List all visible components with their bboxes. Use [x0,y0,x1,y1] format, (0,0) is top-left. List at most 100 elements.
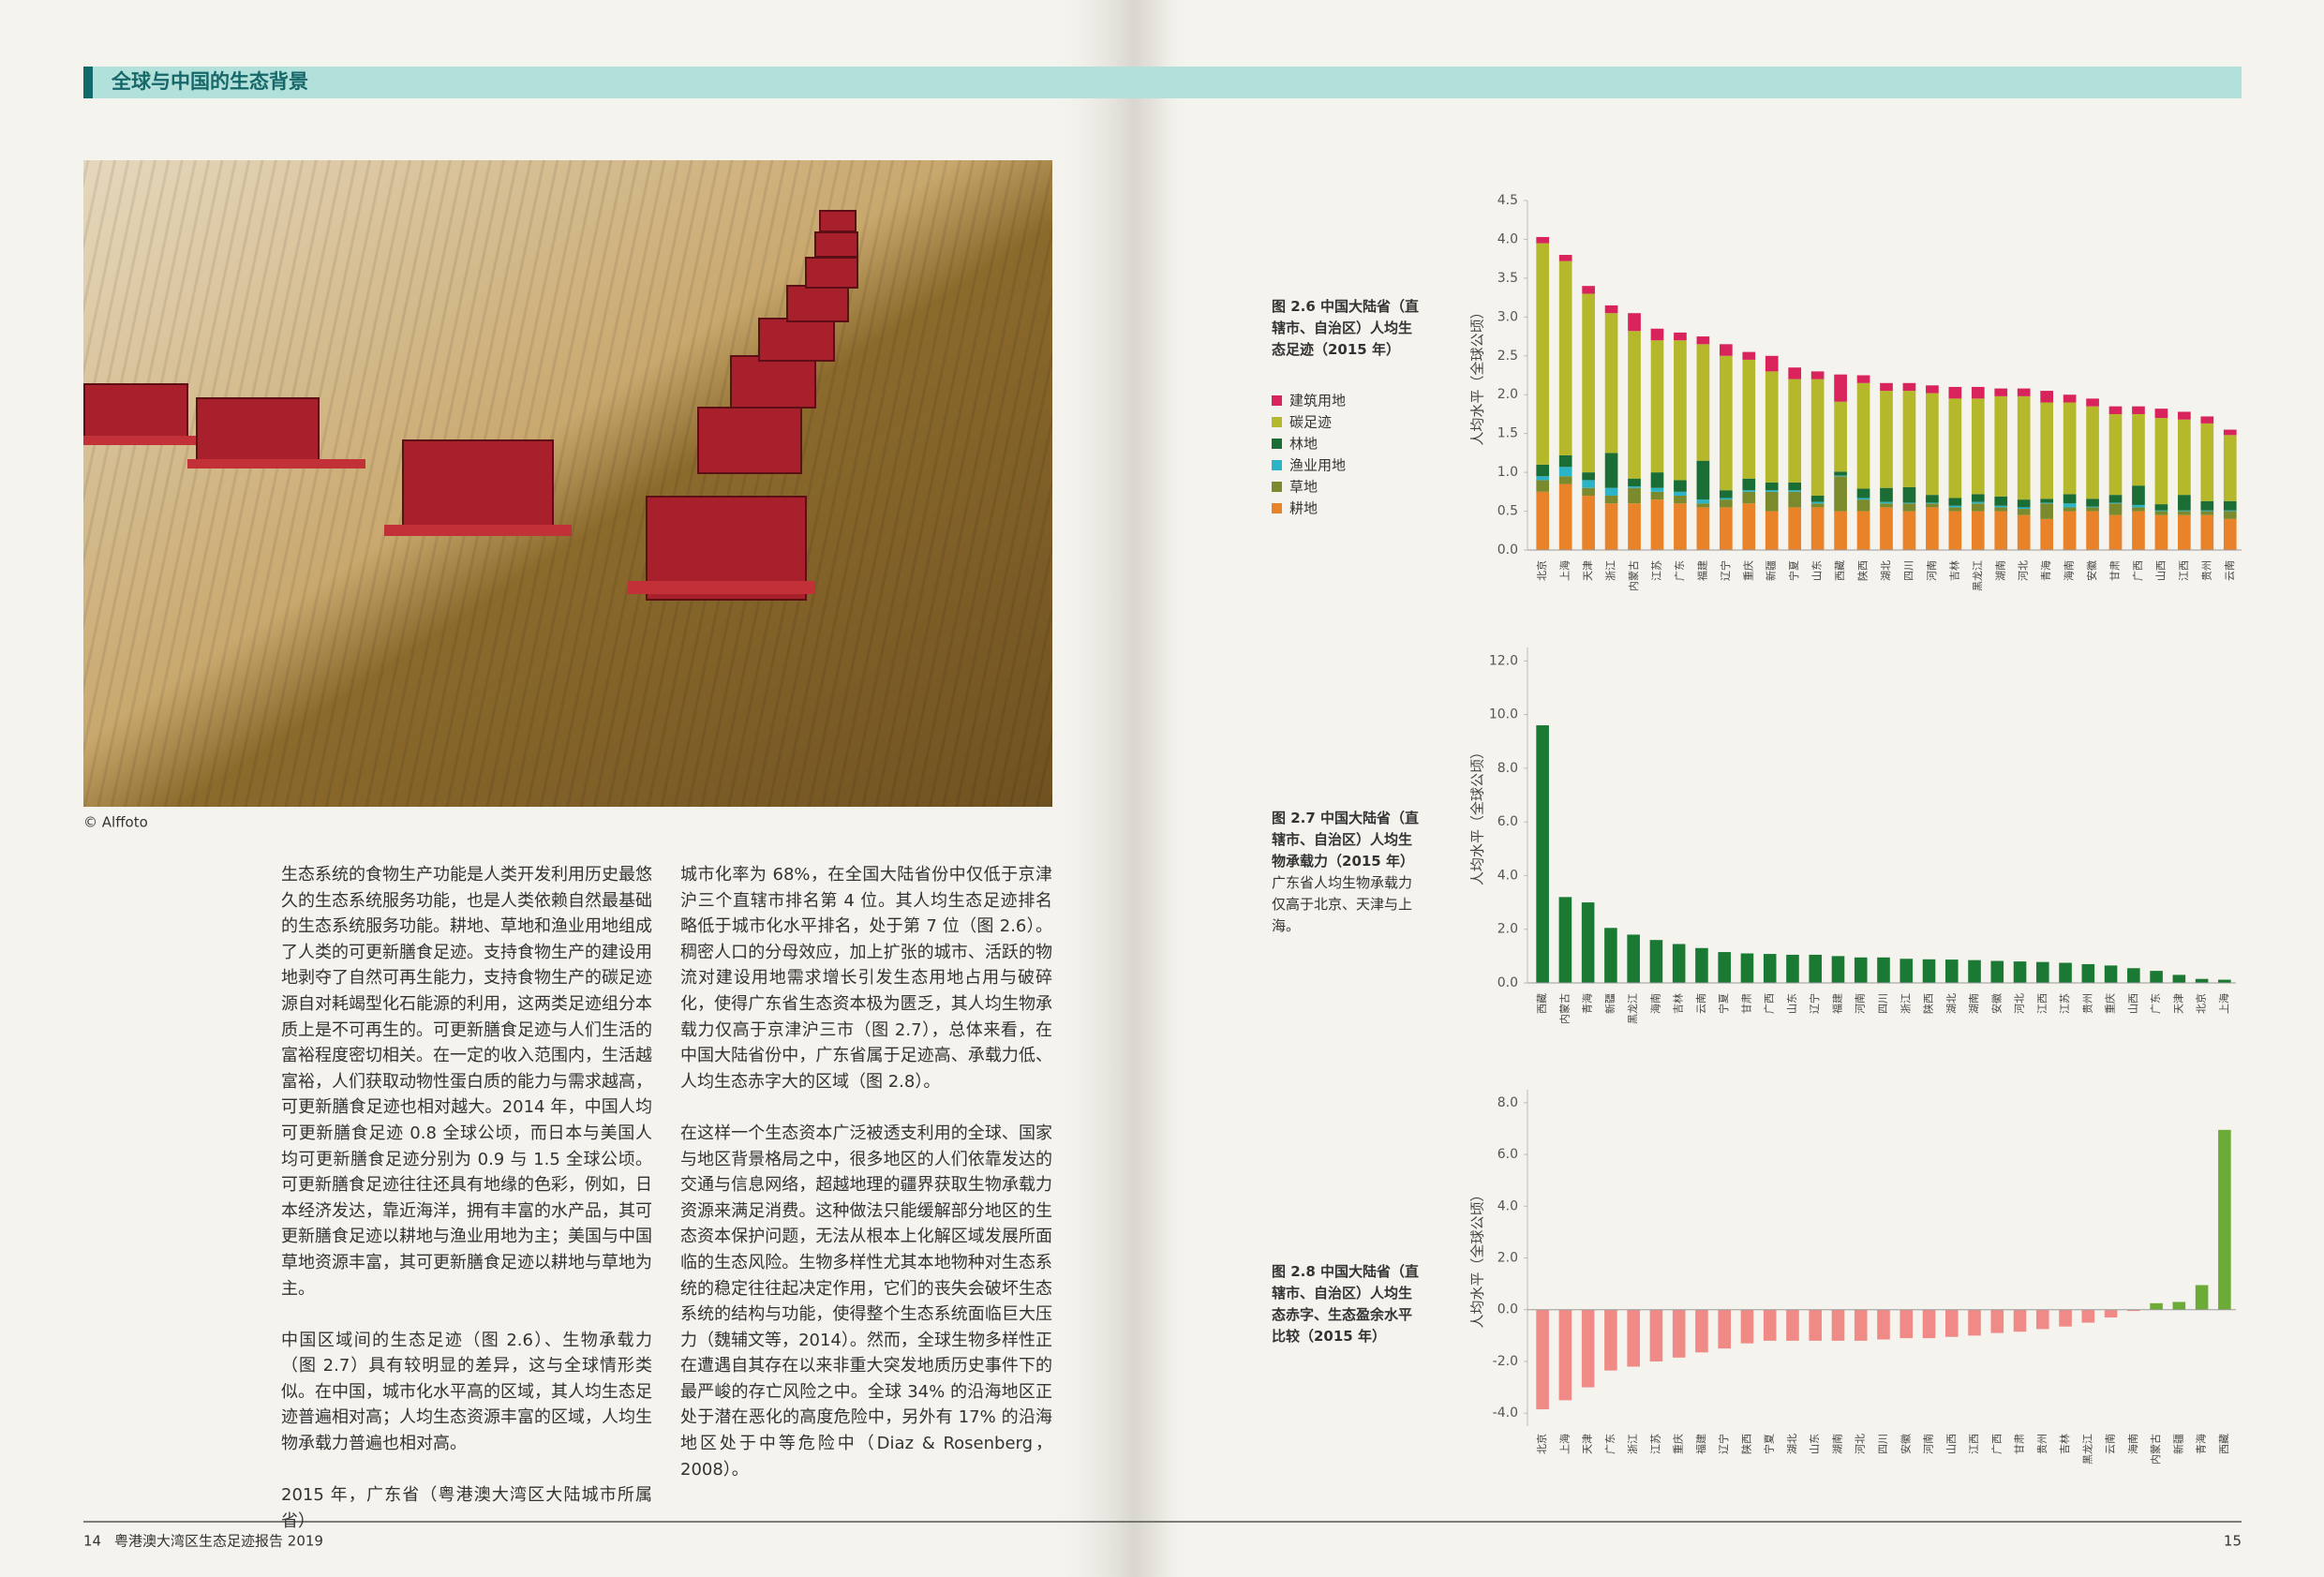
bar [2127,1309,2140,1312]
bar-segment [1674,491,1687,496]
header-bar [83,67,2242,98]
bar [1922,1309,1936,1339]
y-tick-label: 4.5 [1497,193,1518,208]
x-tick-label: 内蒙古 [1557,993,1571,1024]
bar-segment [1582,487,1595,496]
bar-segment [1948,398,1962,498]
bar [2150,1302,2163,1310]
x-tick-label: 四川 [1877,993,1889,1014]
paragraph: 生态系统的食物生产功能是人类开发利用历史最悠久的生态系统服务功能，也是人类依赖自… [281,865,652,1299]
bar-segment [1994,507,2008,512]
bar-segment [1765,371,1779,483]
x-tick-label: 贵州 [2081,993,2093,1014]
x-tick-label: 浙江 [1605,560,1617,581]
bar-segment [1994,505,2008,508]
y-tick-label: 0.0 [1497,975,1518,990]
bar-segment [2178,495,2191,511]
legend-swatch [1272,503,1282,513]
bar-segment [2063,507,2077,512]
x-tick-label: 海南 [1648,993,1661,1014]
bar [2081,963,2095,983]
x-tick-label: 西藏 [1536,993,1548,1014]
bar-segment [1810,501,1825,504]
bar [2036,1309,2049,1330]
x-tick-label: 天津 [1582,560,1594,581]
legend-label: 草地 [1289,479,1318,496]
bar-segment [1742,359,1756,479]
bar-segment [1834,511,1847,550]
bar-segment [1604,453,1618,488]
bar-segment [1719,507,1733,550]
bar-segment [1536,464,1550,477]
bar [2059,962,2072,983]
page-number: 15 [2224,1533,2242,1550]
bar-segment [2200,500,2214,511]
bar-segment [1971,503,1985,512]
bar-segment [2154,514,2168,550]
y-tick-label: 1.5 [1497,426,1518,441]
x-tick-label: 北京 [1535,1434,1548,1454]
bar-segment [2040,503,2054,519]
x-tick-label: 福建 [1830,993,1843,1014]
x-tick-label: 宁夏 [1787,560,1800,581]
bar-segment [1994,496,2008,506]
bar-segment [1650,491,1664,500]
x-tick-label: 重庆 [2104,993,2117,1014]
bar-segment [1880,382,1893,392]
bar [1740,1309,1754,1344]
bar-segment [1902,486,1916,503]
bar-segment [2154,511,2168,515]
bar [2172,1302,2186,1310]
bar-segment [2132,413,2145,486]
y-tick-label: 4.0 [1497,1198,1518,1213]
bar-segment [1902,503,1916,512]
figure-caption: 图 2.8 中国大陆省（直辖市、自治区）人均生态赤字、生态盈余水平比较（2015… [1272,1263,1420,1345]
x-tick-label: 青海 [1581,993,1594,1014]
figure-caption: 图 2.6 中国大陆省（直辖市、自治区）人均生态足迹（2015 年） [1272,298,1420,358]
bar-segment [1902,502,1916,504]
x-tick-label: 重庆 [1741,560,1754,581]
y-tick-label: 6.0 [1497,814,1518,829]
bar-segment [1834,476,1847,512]
x-tick-label: 山西 [1945,1434,1958,1454]
legend-label: 建筑用地 [1289,393,1346,409]
bar-segment [2200,423,2214,501]
x-tick-label: 广西 [1764,993,1776,1014]
bar-segment [1788,491,1802,508]
x-tick-label: 山东 [1811,560,1824,581]
x-tick-label: 河南 [1923,1434,1935,1454]
x-tick-label: 宁夏 [1763,1434,1776,1454]
x-tick-label: 江苏 [2059,993,2071,1014]
bar [1809,954,1823,983]
x-tick-label: 辽宁 [1719,560,1732,581]
x-tick-label: 甘肃 [2109,560,2122,581]
y-tick-label: 3.0 [1497,309,1518,324]
x-tick-label: 辽宁 [1808,993,1821,1014]
bar-segment [1558,260,1572,455]
figure-caption-block: 图 2.7 中国大陆省（直辖市、自治区）人均生物承载力（2015 年） 广东省人… [1272,808,1422,937]
bar-segment [2132,406,2145,414]
x-tick-label: 上海 [1558,560,1572,581]
y-tick-label: 4.0 [1497,868,1518,883]
legend-swatch [1272,395,1282,406]
bar-segment [1604,305,1618,314]
x-tick-label: 河南 [1926,560,1938,581]
bar-segment [1810,379,1825,496]
bar-segment [2154,418,2168,505]
bar-segment [1810,495,1825,502]
bar-segment [1926,385,1939,394]
bar-segment [2178,419,2191,496]
bar-segment [1765,511,1779,550]
x-tick-label: 新疆 [1603,993,1616,1014]
bar-segment [2223,518,2237,550]
bar-segment [1696,344,1710,461]
bar-segment [2040,518,2054,550]
legend-label: 林地 [1289,436,1318,453]
bar-segment [1994,388,2008,396]
bar-segment [1834,475,1847,477]
bar [1763,1309,1777,1341]
bar-segment [1948,507,1962,512]
bar-segment [1558,476,1572,484]
